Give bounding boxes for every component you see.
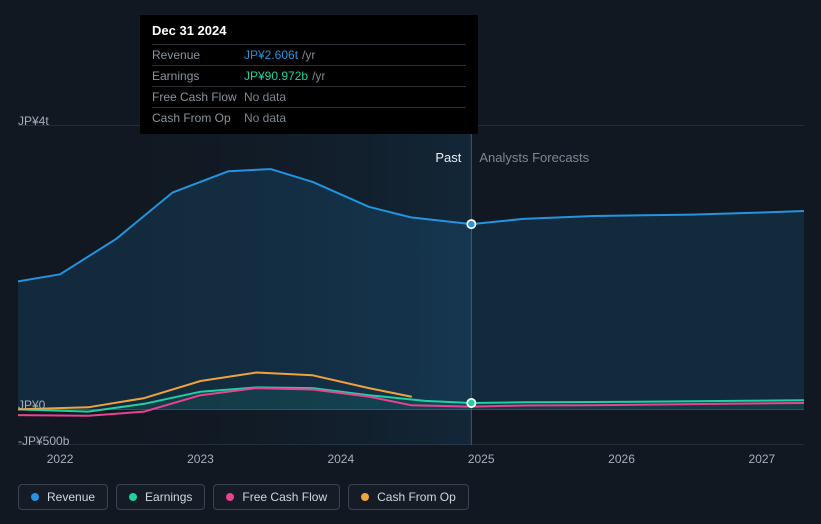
section-label-forecast: Analysts Forecasts <box>479 150 589 165</box>
x-axis-label: 2025 <box>468 452 495 466</box>
tooltip-row: EarningsJP¥90.972b/yr <box>152 65 466 86</box>
legend-item-fcf[interactable]: Free Cash Flow <box>213 484 340 510</box>
tooltip-value: No data <box>244 111 286 125</box>
legend-label: Earnings <box>145 490 192 504</box>
hover-tooltip: Dec 31 2024 RevenueJP¥2.606t/yrEarningsJ… <box>140 15 478 134</box>
tooltip-key: Earnings <box>152 69 244 83</box>
x-axis-label: 2026 <box>608 452 635 466</box>
legend-label: Revenue <box>47 490 95 504</box>
tooltip-row: Free Cash FlowNo data <box>152 86 466 107</box>
legend-label: Cash From Op <box>377 490 456 504</box>
chart-area[interactable] <box>18 125 804 445</box>
tooltip-suffix: /yr <box>312 69 325 83</box>
tooltip-value: JP¥90.972b <box>244 69 308 83</box>
tooltip-key: Revenue <box>152 48 244 62</box>
legend-dot-icon <box>129 493 137 501</box>
legend-item-cfo[interactable]: Cash From Op <box>348 484 469 510</box>
x-axis-label: 2027 <box>749 452 776 466</box>
legend: Revenue Earnings Free Cash Flow Cash From O… <box>18 484 469 510</box>
tooltip-value: JP¥2.606t <box>244 48 298 62</box>
legend-label: Free Cash Flow <box>242 490 327 504</box>
tooltip-date: Dec 31 2024 <box>152 23 466 38</box>
tooltip-suffix: /yr <box>302 48 315 62</box>
legend-dot-icon <box>226 493 234 501</box>
legend-dot-icon <box>31 493 39 501</box>
chart-svg <box>18 125 804 445</box>
legend-item-earnings[interactable]: Earnings <box>116 484 205 510</box>
legend-item-revenue[interactable]: Revenue <box>18 484 108 510</box>
x-axis-label: 2023 <box>187 452 214 466</box>
section-label-past: Past <box>435 150 461 165</box>
x-axis-label: 2022 <box>47 452 74 466</box>
tooltip-value: No data <box>244 90 286 104</box>
tooltip-row: Cash From OpNo data <box>152 107 466 128</box>
x-axis-labels: 2022 2023 2024 2025 2026 2027 <box>18 452 804 472</box>
tooltip-row: RevenueJP¥2.606t/yr <box>152 44 466 65</box>
tooltip-key: Cash From Op <box>152 111 244 125</box>
legend-dot-icon <box>361 493 369 501</box>
tooltip-key: Free Cash Flow <box>152 90 244 104</box>
x-axis-label: 2024 <box>327 452 354 466</box>
